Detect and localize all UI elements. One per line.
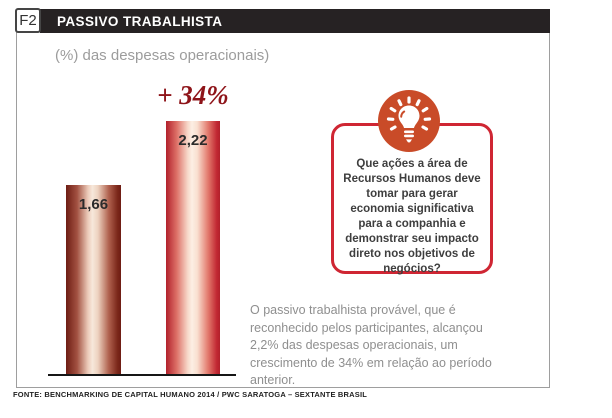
chart-baseline <box>48 374 236 376</box>
figure-header: PASSIVO TRABALHISTA <box>40 9 550 33</box>
lightbulb-icon <box>378 90 440 152</box>
callout-question: Que ações a área de Recursos Humanos dev… <box>343 158 481 275</box>
bar-value-label: 1,66 <box>78 196 109 213</box>
chart-commentary: O passivo trabalhista provável, que é re… <box>250 303 492 388</box>
figure-tag-badge: F2 <box>15 8 41 33</box>
bar-value-label: 2,22 <box>178 132 208 149</box>
chart-subtitle: (%) das despesas operacionais) <box>55 47 270 64</box>
source-note: FONTE: BENCHMARKING DE CAPITAL HUMANO 20… <box>13 390 368 399</box>
bar-previous-period: 1,66 <box>66 185 121 374</box>
figure-title: PASSIVO TRABALHISTA <box>57 13 223 29</box>
bar-current-period: 2,22 <box>166 121 220 374</box>
figure-tag-label: F2 <box>19 12 37 29</box>
growth-annotation: + 34% <box>157 80 229 110</box>
